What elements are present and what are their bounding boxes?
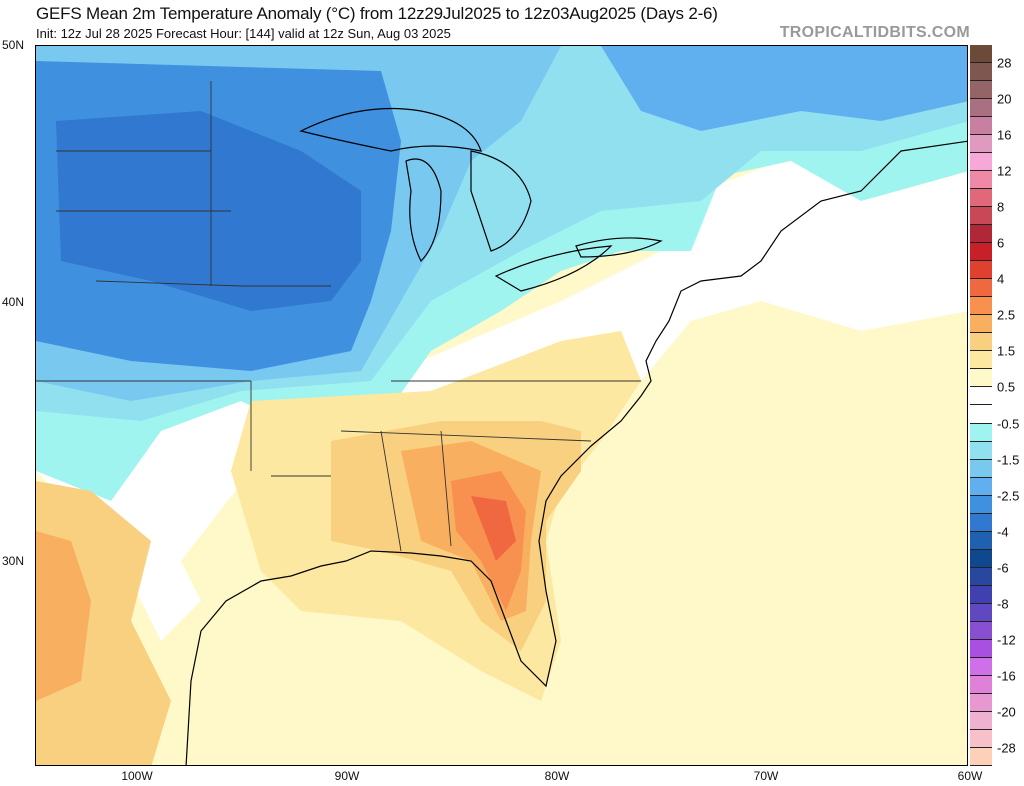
map-subtitle: Init: 12z Jul 28 2025 Forecast Hour: [14…	[36, 26, 451, 41]
colorbar-segment	[970, 369, 992, 388]
colorbar-segment	[970, 639, 992, 658]
colorbar-label: -2.5	[997, 488, 1020, 504]
colorbar-segment	[970, 243, 992, 262]
colorbar-segment	[970, 261, 992, 280]
colorbar-segment	[970, 531, 992, 550]
coastlines	[185, 107, 967, 765]
colorbar-segment	[970, 279, 992, 298]
colorbar-segment	[970, 333, 992, 352]
colorbar-segment	[970, 99, 992, 118]
colorbar-segment	[970, 603, 992, 622]
colorbar-segment	[970, 657, 992, 676]
field-warm5	[471, 496, 516, 561]
colorbar-label: 16	[997, 127, 1012, 143]
colorbar-label: 20	[997, 91, 1012, 107]
colorbar-segment	[970, 405, 992, 424]
colorbar-label: 28	[997, 55, 1012, 71]
lon-label-70w: 70W	[753, 769, 779, 783]
lon-label-100w: 100W	[121, 769, 153, 783]
colorbar-segment	[970, 117, 992, 136]
colorbar-segment	[970, 477, 992, 496]
lon-label-90w: 90W	[334, 769, 360, 783]
colorbar-segment	[970, 189, 992, 208]
colorbar-segment	[970, 171, 992, 190]
colorbar-segment	[970, 747, 992, 766]
colorbar-label: 1.5	[997, 343, 1016, 359]
colorbar-segment	[970, 225, 992, 244]
colorbar-label: -4	[997, 524, 1009, 540]
colorbar-label: -12	[997, 632, 1016, 648]
colorbar	[970, 45, 992, 766]
colorbar-segment	[970, 441, 992, 460]
colorbar-label: -20	[997, 704, 1016, 720]
colorbar-label: -8	[997, 596, 1009, 612]
colorbar-label: 4	[997, 271, 1005, 287]
brand-watermark: TROPICALTIDBITS.COM	[779, 24, 970, 41]
colorbar-segment	[970, 423, 992, 442]
colorbar-segment	[970, 207, 992, 226]
colorbar-label: 8	[997, 199, 1005, 215]
colorbar-segment	[970, 297, 992, 316]
colorbar-segment	[970, 45, 992, 64]
colorbar-segment	[970, 459, 992, 478]
colorbar-segment	[970, 315, 992, 334]
colorbar-label: -6	[997, 560, 1009, 576]
state-borders	[36, 81, 641, 552]
colorbar-segment	[970, 351, 992, 370]
colorbar-segment	[970, 135, 992, 154]
lat-label-40n: 40N	[2, 295, 25, 309]
field-mexico-warm2	[36, 531, 91, 701]
colorbar-label: 2.5	[997, 307, 1016, 323]
colorbar-label: 0.5	[997, 379, 1016, 395]
colorbar-segment	[970, 567, 992, 586]
colorbar-segment	[970, 585, 992, 604]
colorbar-segment	[970, 81, 992, 100]
colorbar-label: -28	[997, 740, 1016, 756]
colorbar-label: -16	[997, 668, 1016, 684]
colorbar-segment	[970, 711, 992, 730]
map-title: GEFS Mean 2m Temperature Anomaly (°C) fr…	[36, 4, 718, 23]
colorbar-segment	[970, 63, 992, 82]
lat-label-30n: 30N	[2, 554, 25, 568]
colorbar-segment	[970, 675, 992, 694]
colorbar-segment	[970, 387, 992, 406]
colorbar-segment	[970, 153, 992, 172]
colorbar-segment	[970, 549, 992, 568]
colorbar-label: -0.5	[997, 416, 1020, 432]
anomaly-map	[35, 45, 968, 766]
colorbar-label: 12	[997, 163, 1012, 179]
colorbar-segment	[970, 621, 992, 640]
lon-label-60w: 60W	[957, 769, 983, 783]
colorbar-segment	[970, 495, 992, 514]
colorbar-segment	[970, 729, 992, 748]
lon-label-80w: 80W	[544, 769, 570, 783]
lat-label-50n: 50N	[2, 38, 25, 52]
colorbar-segment	[970, 513, 992, 532]
colorbar-segment	[970, 693, 992, 712]
field-canada-blue	[601, 46, 967, 131]
colorbar-label: -1.5	[997, 452, 1020, 468]
colorbar-label: 6	[997, 235, 1005, 251]
anomaly-field	[36, 46, 967, 765]
